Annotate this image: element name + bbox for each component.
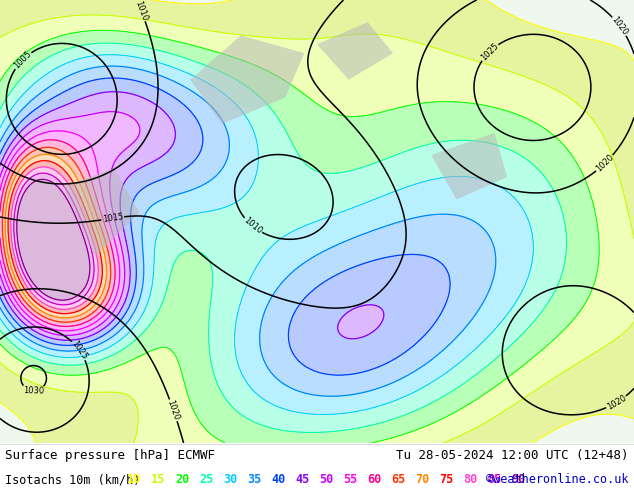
Text: 55: 55 — [343, 473, 358, 486]
Text: 75: 75 — [439, 473, 454, 486]
Text: 1015: 1015 — [102, 213, 124, 224]
Text: 45: 45 — [295, 473, 309, 486]
Text: 40: 40 — [271, 473, 285, 486]
Text: 90: 90 — [512, 473, 526, 486]
Text: 25: 25 — [199, 473, 213, 486]
Text: Tu 28-05-2024 12:00 UTC (12+48): Tu 28-05-2024 12:00 UTC (12+48) — [396, 449, 629, 462]
Text: 1030: 1030 — [23, 386, 44, 395]
Text: 35: 35 — [247, 473, 261, 486]
Text: 1020: 1020 — [165, 399, 181, 422]
Text: 85: 85 — [488, 473, 502, 486]
Text: 50: 50 — [320, 473, 333, 486]
Text: 1005: 1005 — [12, 49, 33, 71]
Text: 1025: 1025 — [70, 339, 89, 361]
Text: 1010: 1010 — [133, 0, 149, 22]
Text: 80: 80 — [463, 473, 478, 486]
Text: 20: 20 — [175, 473, 189, 486]
Text: 15: 15 — [151, 473, 165, 486]
Polygon shape — [431, 133, 507, 199]
Text: 70: 70 — [415, 473, 430, 486]
Polygon shape — [190, 35, 304, 124]
Text: 1025: 1025 — [479, 41, 500, 62]
Text: 60: 60 — [367, 473, 382, 486]
Text: 65: 65 — [391, 473, 406, 486]
Polygon shape — [63, 169, 139, 257]
Text: 1020: 1020 — [605, 393, 628, 412]
Text: 1010: 1010 — [242, 216, 264, 236]
Text: 1020: 1020 — [594, 153, 616, 174]
Text: 30: 30 — [223, 473, 237, 486]
Text: Isotachs 10m (km/h): Isotachs 10m (km/h) — [5, 473, 141, 486]
Text: Surface pressure [hPa] ECMWF: Surface pressure [hPa] ECMWF — [5, 449, 215, 462]
Polygon shape — [317, 22, 393, 80]
Text: ©weatheronline.co.uk: ©weatheronline.co.uk — [486, 473, 629, 486]
Text: 10: 10 — [127, 473, 141, 486]
Text: 1020: 1020 — [610, 15, 630, 37]
